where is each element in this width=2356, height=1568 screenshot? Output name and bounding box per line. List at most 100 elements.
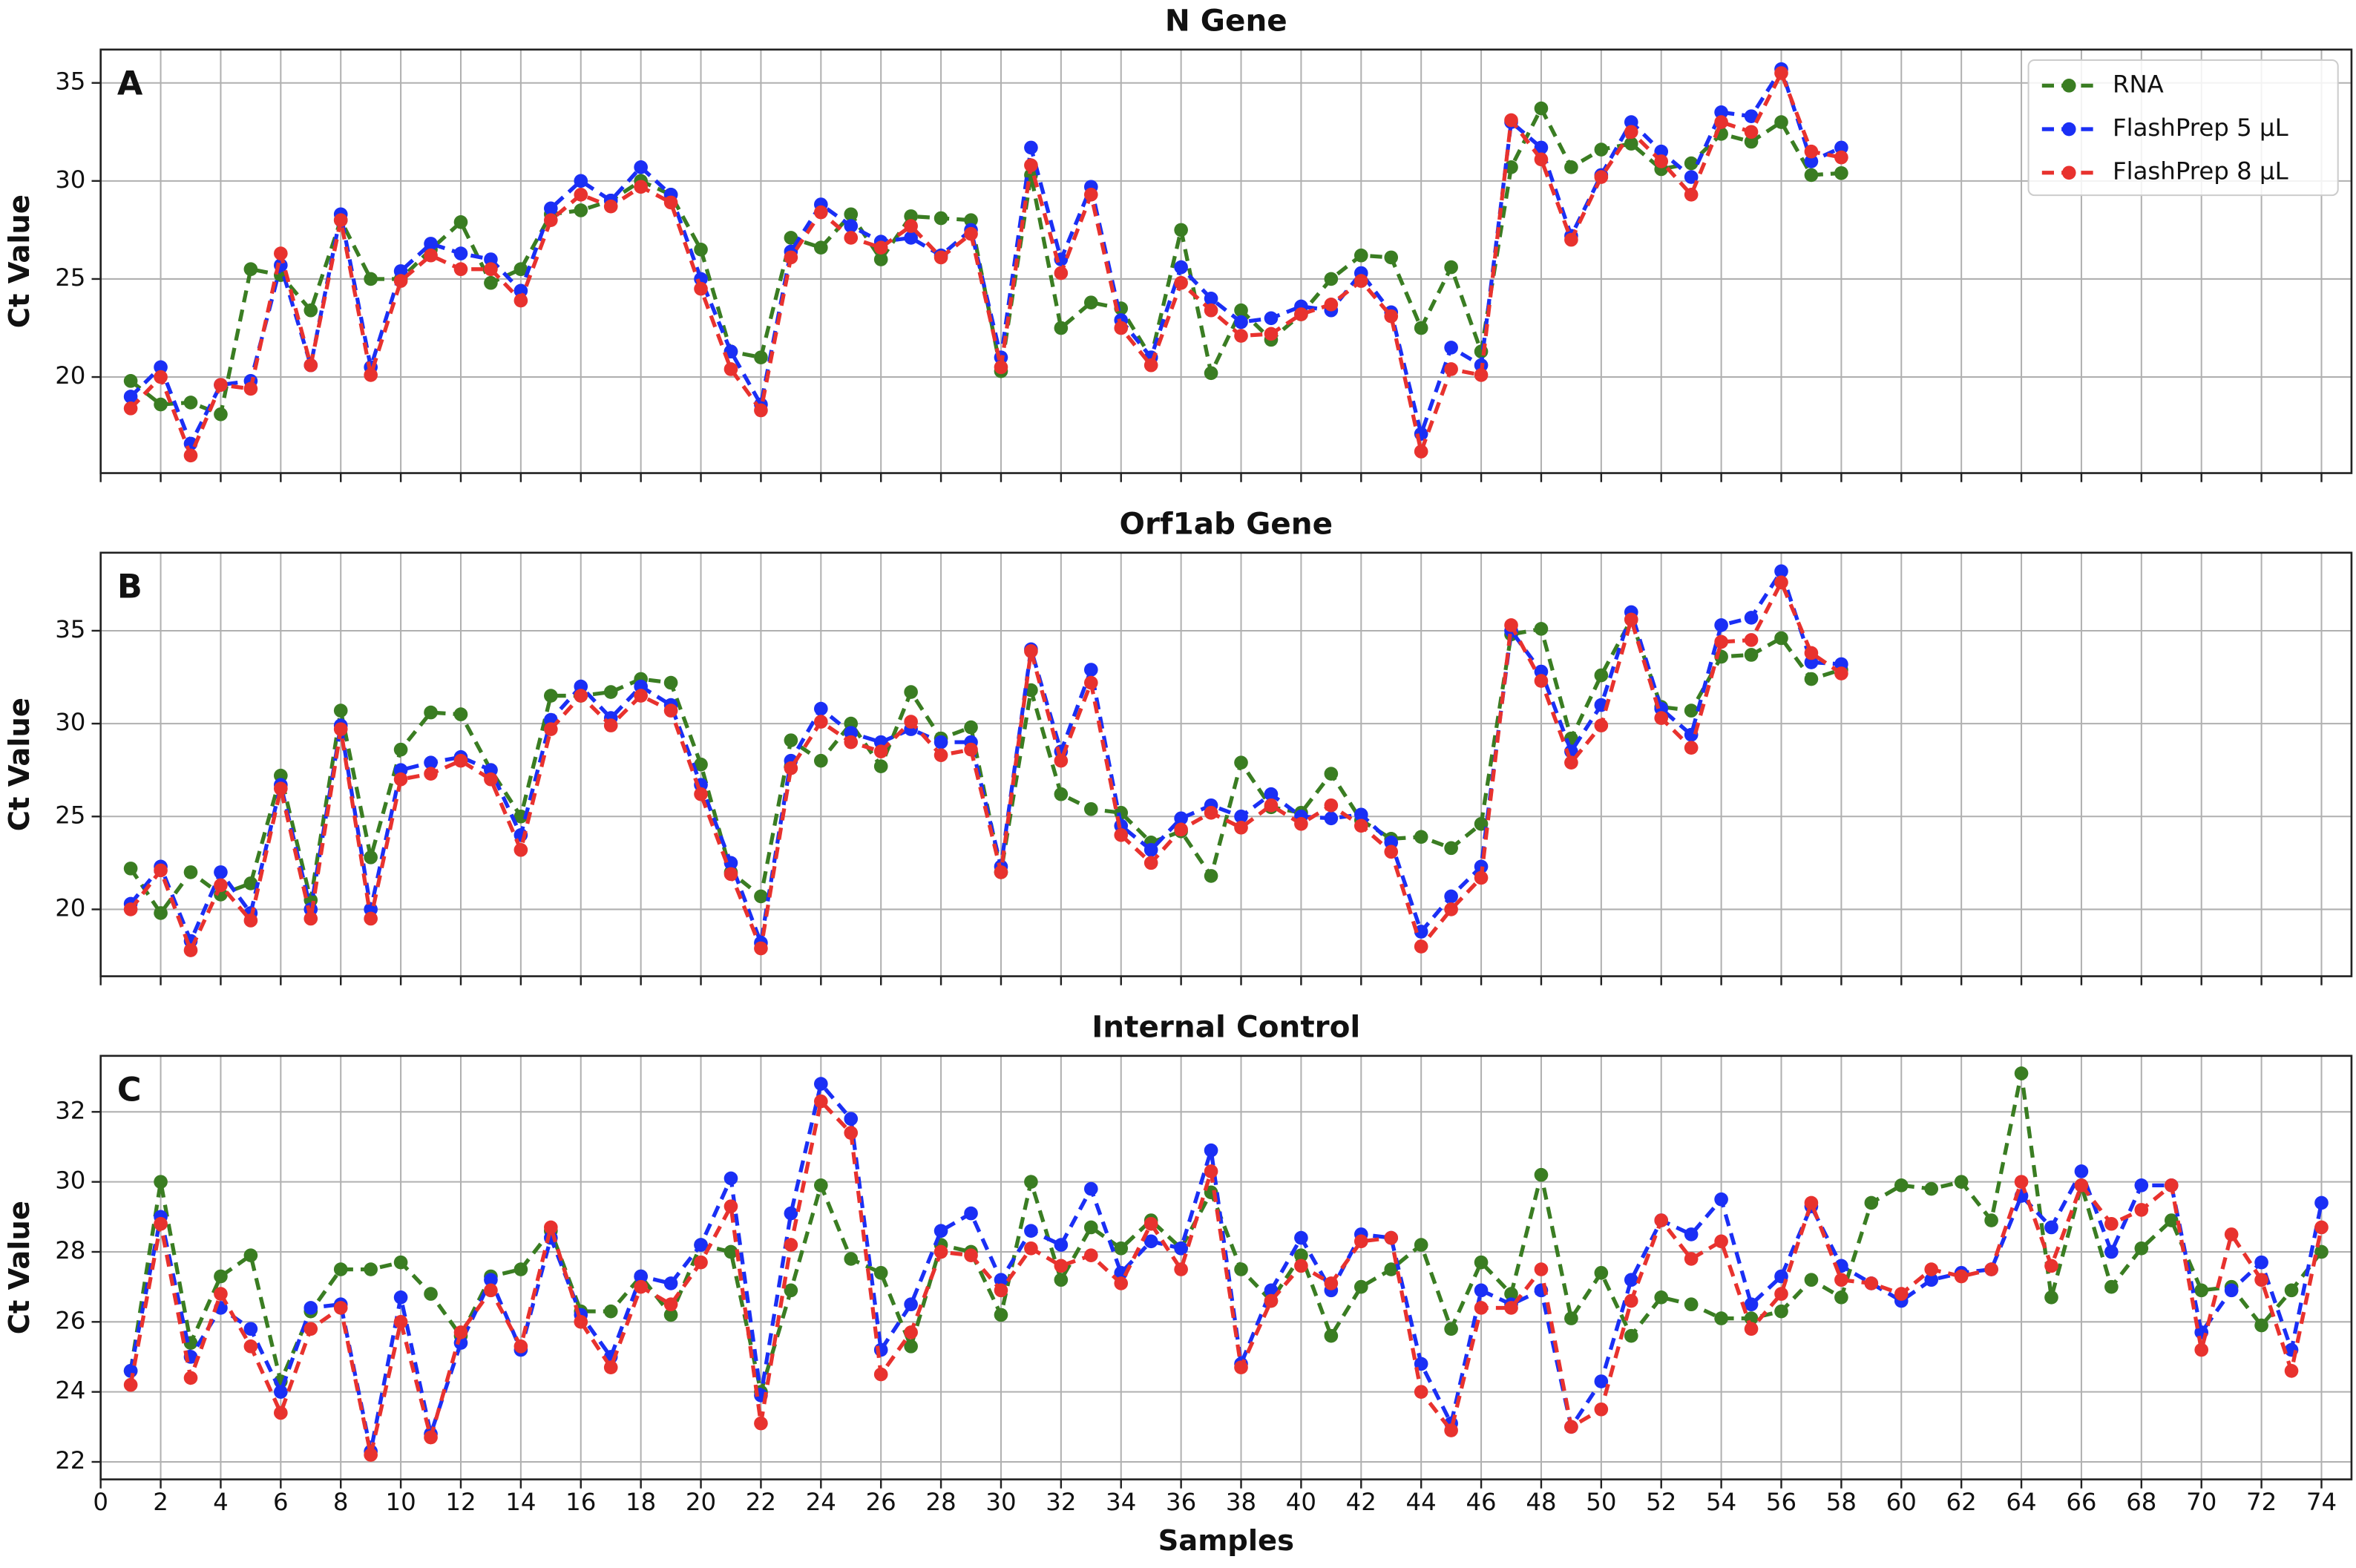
data-point: [424, 237, 438, 251]
data-point: [1024, 158, 1038, 173]
data-point: [784, 1283, 798, 1298]
data-point: [813, 701, 828, 716]
data-point: [933, 211, 948, 226]
data-point: [303, 1322, 318, 1336]
x-tick-label: 64: [2006, 1488, 2036, 1516]
x-tick-label: 14: [505, 1488, 536, 1516]
data-point: [453, 246, 468, 260]
data-point: [1534, 101, 1549, 116]
legend-marker: [2061, 165, 2076, 180]
data-point: [1114, 828, 1129, 842]
data-point: [1054, 1238, 1069, 1252]
data-point: [424, 1287, 438, 1301]
data-point: [1714, 115, 1728, 129]
data-point: [1324, 1328, 1339, 1343]
data-point: [393, 742, 408, 757]
data-point: [393, 264, 408, 278]
y-tick-label: 28: [55, 1236, 85, 1264]
data-point: [873, 240, 888, 255]
x-tick-label: 34: [1106, 1488, 1136, 1516]
data-point: [904, 231, 918, 245]
plot-frame: [99, 551, 2353, 977]
panel-label: B: [117, 567, 142, 606]
data-point: [904, 715, 918, 729]
data-point: [1624, 125, 1638, 140]
data-point: [1264, 327, 1279, 341]
x-tick-label: 22: [746, 1488, 776, 1516]
data-point: [1924, 1262, 1939, 1276]
data-point: [1114, 321, 1129, 335]
data-point: [1594, 668, 1609, 683]
data-point: [393, 1255, 408, 1270]
data-point: [1954, 1175, 1969, 1189]
data-point: [1474, 368, 1489, 382]
data-point: [393, 772, 408, 787]
data-point: [1774, 631, 1788, 646]
data-point: [994, 865, 1008, 879]
data-point: [1654, 1290, 1669, 1305]
data-point: [1804, 672, 1819, 686]
x-tick-label: 16: [565, 1488, 596, 1516]
data-point: [303, 358, 318, 373]
data-point: [453, 707, 468, 721]
series-line: [128, 1072, 2323, 1393]
data-point: [1414, 830, 1428, 844]
data-point: [1353, 1234, 1368, 1249]
data-point: [1654, 144, 1669, 159]
data-point: [1204, 1164, 1218, 1178]
data-point: [1804, 154, 1819, 168]
data-point: [1834, 165, 1848, 180]
data-point: [1083, 188, 1098, 202]
data-point: [1984, 1213, 1998, 1227]
x-tick-label: 36: [1166, 1488, 1196, 1516]
plot-background: [100, 49, 2352, 473]
data-point: [813, 753, 828, 768]
data-point: [634, 1269, 648, 1284]
data-point: [2164, 1178, 2179, 1193]
data-point: [154, 906, 168, 920]
series-line: [129, 566, 1842, 951]
data-point: [2254, 1318, 2268, 1333]
data-point: [424, 1430, 438, 1445]
data-point: [1174, 811, 1188, 826]
data-point: [2074, 1164, 2089, 1178]
data-point: [1804, 144, 1819, 159]
data-point: [663, 195, 678, 210]
data-point: [1353, 819, 1368, 833]
data-point: [1054, 787, 1069, 801]
x-tick-label: 30: [985, 1488, 1016, 1516]
data-point: [1324, 297, 1339, 312]
data-point: [873, 1367, 888, 1382]
data-point: [1414, 1238, 1428, 1252]
x-tick-label: 60: [1886, 1488, 1917, 1516]
data-point: [303, 1301, 318, 1315]
data-point: [1083, 663, 1098, 677]
data-point: [274, 1405, 288, 1420]
y-axis-label: Ct Value: [3, 698, 36, 831]
x-tick-label: 40: [1286, 1488, 1316, 1516]
data-point: [994, 1283, 1008, 1298]
data-point: [243, 1248, 258, 1263]
data-point: [1024, 1241, 1038, 1256]
data-point: [1534, 622, 1549, 636]
data-point: [2194, 1342, 2209, 1357]
data-point: [813, 1178, 828, 1193]
x-tick-label: 2: [153, 1488, 168, 1516]
data-point: [1924, 1181, 1939, 1196]
data-point: [1353, 274, 1368, 288]
data-point: [1264, 311, 1279, 326]
data-point: [1564, 1311, 1578, 1325]
data-point: [274, 246, 288, 260]
data-point: [214, 1287, 228, 1301]
data-point: [1174, 260, 1188, 275]
data-point: [1504, 618, 1518, 632]
data-point: [154, 360, 168, 375]
data-point: [1654, 711, 1669, 725]
data-point: [933, 1244, 948, 1259]
data-point: [1534, 674, 1549, 688]
data-point: [1954, 1269, 1969, 1284]
x-tick-label: 74: [2306, 1488, 2337, 1516]
data-point: [183, 943, 198, 957]
data-point: [2014, 1175, 2029, 1189]
data-point: [2074, 1178, 2089, 1193]
